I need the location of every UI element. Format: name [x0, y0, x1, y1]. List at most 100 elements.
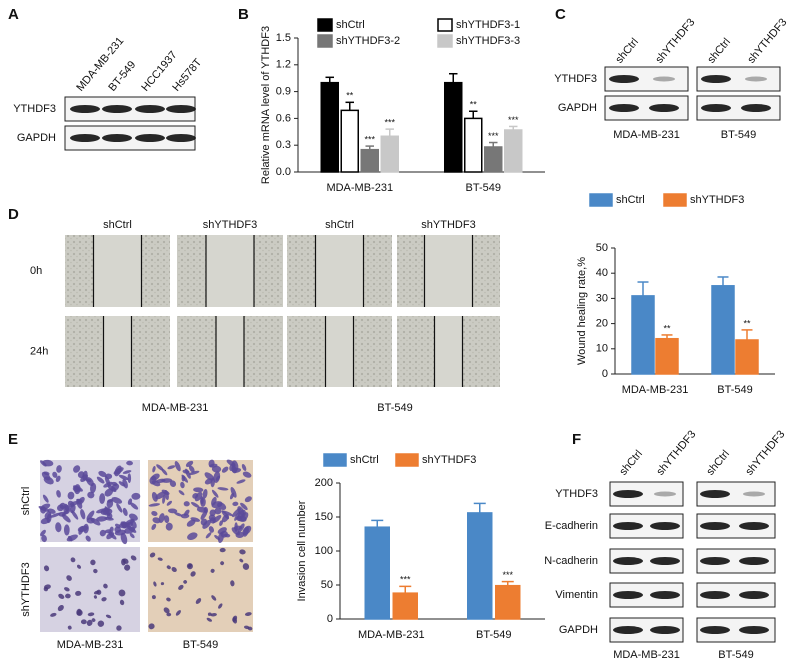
- legend-label: shCtrl: [336, 19, 365, 31]
- blot-band: [700, 522, 730, 530]
- cell: [80, 509, 86, 520]
- legend-label: shYTHDF3-3: [456, 35, 520, 47]
- cell: [63, 505, 71, 515]
- cell: [63, 524, 70, 536]
- cell: [151, 473, 160, 481]
- cell: [126, 460, 133, 466]
- cell: [214, 534, 221, 541]
- cell: [118, 481, 126, 487]
- x-tick-label: MDA-MB-231: [326, 182, 393, 194]
- cell: [99, 493, 106, 504]
- wound-gap: [206, 235, 254, 307]
- cell: [99, 529, 107, 537]
- cell: [242, 471, 252, 478]
- cell: [149, 552, 156, 558]
- cell: [86, 619, 93, 626]
- cell: [148, 623, 155, 630]
- blot-band: [102, 134, 132, 142]
- x-tick-label: BT-549: [466, 182, 501, 194]
- cell: [161, 468, 168, 476]
- blot-group-label: MDA-MB-231: [613, 129, 680, 141]
- blot-band: [739, 591, 769, 599]
- cell: [187, 532, 198, 540]
- cell: [161, 478, 173, 483]
- image-column-label: MDA-MB-231: [57, 639, 124, 651]
- cell: [66, 575, 72, 581]
- cell: [115, 523, 121, 529]
- cell: [221, 466, 229, 473]
- blot-column-label: shYTHDF3: [654, 428, 698, 477]
- cell: [161, 489, 170, 495]
- cell: [232, 615, 238, 622]
- cell: [183, 580, 188, 584]
- blot-band: [739, 522, 769, 530]
- cell: [114, 529, 127, 536]
- cell: [237, 523, 245, 533]
- cell: [152, 465, 156, 473]
- cell: [211, 595, 217, 601]
- cell: [96, 476, 105, 484]
- cell: [210, 568, 215, 573]
- y-tick-label: 200: [315, 477, 333, 489]
- cell: [106, 531, 115, 540]
- cell: [181, 474, 189, 483]
- y-tick-label: 50: [321, 579, 333, 591]
- y-axis-label: Wound healing rate,%: [576, 257, 588, 365]
- cell: [56, 490, 61, 498]
- cell: [129, 532, 135, 539]
- cell: [174, 512, 183, 517]
- cell: [57, 504, 65, 512]
- y-tick-label: 1.2: [276, 59, 291, 71]
- cell: [46, 513, 52, 524]
- bar: [340, 109, 359, 173]
- blot-band: [609, 104, 639, 112]
- blot-band: [700, 626, 730, 634]
- cell: [202, 488, 208, 499]
- cell: [165, 522, 173, 531]
- cell: [186, 519, 196, 527]
- cell: [240, 502, 248, 511]
- cell: [220, 530, 228, 538]
- cell: [235, 531, 245, 539]
- cell: [111, 483, 120, 491]
- cell: [207, 612, 212, 616]
- cell: [104, 529, 112, 534]
- cell: [93, 568, 98, 574]
- blot-band: [613, 591, 643, 599]
- blot-column-label: shYTHDF3: [743, 428, 787, 477]
- cell: [232, 501, 239, 507]
- blot-column-label: shYTHDF3: [745, 16, 789, 65]
- cell: [219, 547, 226, 553]
- bar: [320, 81, 339, 173]
- cell: [231, 468, 242, 473]
- cell: [166, 565, 171, 570]
- cell: [222, 510, 234, 517]
- cell: [129, 502, 139, 510]
- blot-band: [70, 105, 100, 113]
- significance-label: ***: [364, 134, 375, 144]
- x-tick-label: BT-549: [717, 384, 752, 396]
- cell: [195, 598, 202, 604]
- blot-row-label: GAPDH: [17, 132, 56, 144]
- cell: [208, 526, 215, 533]
- cell: [50, 612, 57, 617]
- cell: [166, 500, 173, 506]
- y-tick-label: 40: [596, 267, 608, 279]
- bar: [495, 584, 521, 620]
- cell: [190, 517, 201, 522]
- legend-label: shYTHDF3: [690, 194, 744, 206]
- panel-label: E: [8, 431, 18, 448]
- cell: [214, 507, 222, 515]
- blot-band: [739, 557, 769, 565]
- cell: [152, 517, 161, 524]
- cell: [130, 519, 137, 529]
- legend-label: shCtrl: [616, 194, 645, 206]
- blot-band: [650, 522, 680, 530]
- cell: [87, 612, 95, 617]
- blot-band: [739, 626, 769, 634]
- wound-gap: [325, 316, 354, 387]
- bar: [444, 81, 463, 173]
- blot-row-label: YTHDF3: [13, 103, 56, 115]
- cell: [93, 590, 100, 595]
